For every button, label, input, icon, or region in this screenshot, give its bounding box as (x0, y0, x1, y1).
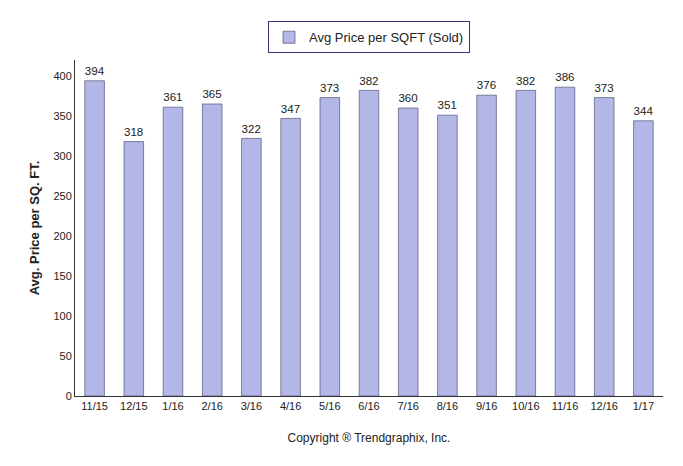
svg-text:386: 386 (555, 71, 574, 83)
svg-text:347: 347 (281, 103, 300, 115)
svg-text:Avg. Price per SQ. FT.: Avg. Price per SQ. FT. (27, 161, 42, 296)
svg-text:10/16: 10/16 (512, 400, 540, 412)
svg-text:300: 300 (53, 150, 71, 162)
svg-text:360: 360 (398, 92, 417, 104)
svg-text:365: 365 (202, 88, 221, 100)
svg-text:344: 344 (634, 105, 654, 117)
svg-text:7/16: 7/16 (397, 400, 418, 412)
svg-text:50: 50 (60, 350, 72, 362)
svg-text:361: 361 (163, 91, 182, 103)
svg-text:1/17: 1/17 (633, 400, 654, 412)
svg-text:12/15: 12/15 (120, 400, 148, 412)
svg-text:2/16: 2/16 (201, 400, 222, 412)
svg-text:1/16: 1/16 (162, 400, 183, 412)
svg-text:373: 373 (594, 82, 613, 94)
svg-text:351: 351 (438, 99, 457, 111)
svg-text:11/16: 11/16 (552, 400, 579, 412)
svg-text:350: 350 (53, 110, 71, 122)
svg-text:400: 400 (53, 70, 71, 82)
svg-text:250: 250 (53, 190, 71, 202)
svg-text:0: 0 (66, 390, 72, 402)
svg-text:12/16: 12/16 (590, 400, 618, 412)
svg-text:322: 322 (242, 123, 261, 135)
svg-text:6/16: 6/16 (358, 400, 379, 412)
svg-text:4/16: 4/16 (280, 400, 301, 412)
svg-text:11/15: 11/15 (81, 400, 108, 412)
svg-text:150: 150 (53, 270, 71, 282)
svg-text:200: 200 (53, 230, 71, 242)
svg-text:318: 318 (124, 126, 143, 138)
svg-text:100: 100 (53, 310, 71, 322)
svg-text:8/16: 8/16 (437, 400, 458, 412)
svg-text:394: 394 (85, 65, 105, 77)
svg-text:Avg Price per SQFT (Sold): Avg Price per SQFT (Sold) (309, 30, 463, 45)
svg-text:Copyright ® Trendgraphix, Inc.: Copyright ® Trendgraphix, Inc. (288, 431, 451, 445)
svg-text:3/16: 3/16 (241, 400, 262, 412)
svg-text:382: 382 (516, 75, 535, 87)
svg-text:9/16: 9/16 (476, 400, 497, 412)
svg-text:5/16: 5/16 (319, 400, 340, 412)
svg-text:376: 376 (477, 79, 496, 91)
svg-text:373: 373 (320, 82, 339, 94)
svg-text:382: 382 (359, 75, 378, 87)
